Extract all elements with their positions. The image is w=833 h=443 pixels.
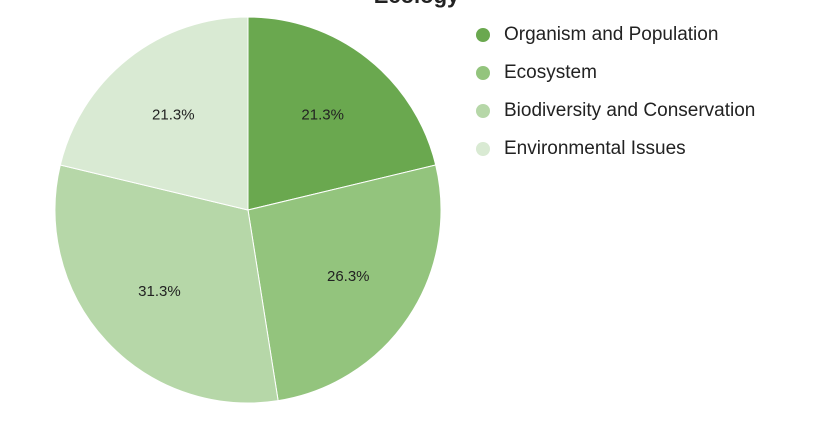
slice-data-label: 31.3% <box>138 283 181 300</box>
legend-label: Environmental Issues <box>504 138 686 159</box>
pie-slice-environmental-issues <box>59 16 249 211</box>
legend-swatch <box>476 66 490 80</box>
slice-data-label: 21.3% <box>301 106 344 123</box>
legend-item: Environmental Issues <box>476 130 826 168</box>
pie-slice-organism-and-population <box>247 16 437 211</box>
slice-data-label: 26.3% <box>327 268 370 285</box>
legend-swatch <box>476 28 490 42</box>
legend-item: Ecosystem <box>476 54 826 92</box>
legend-item: Biodiversity and Conservation <box>476 92 826 130</box>
legend-swatch <box>476 142 490 156</box>
chart-title: Ecology <box>0 0 833 10</box>
slice-data-label: 21.3% <box>152 106 195 123</box>
pie-slice-biodiversity-and-conservation <box>54 164 279 404</box>
legend-item: Organism and Population <box>476 16 826 54</box>
pie-slice-ecosystem <box>247 164 442 402</box>
legend-swatch <box>476 104 490 118</box>
legend-label: Organism and Population <box>504 24 719 45</box>
legend-label: Biodiversity and Conservation <box>504 100 756 121</box>
legend-label: Ecosystem <box>504 62 597 83</box>
chart-legend: Organism and Population Ecosystem Biodiver… <box>476 16 826 168</box>
